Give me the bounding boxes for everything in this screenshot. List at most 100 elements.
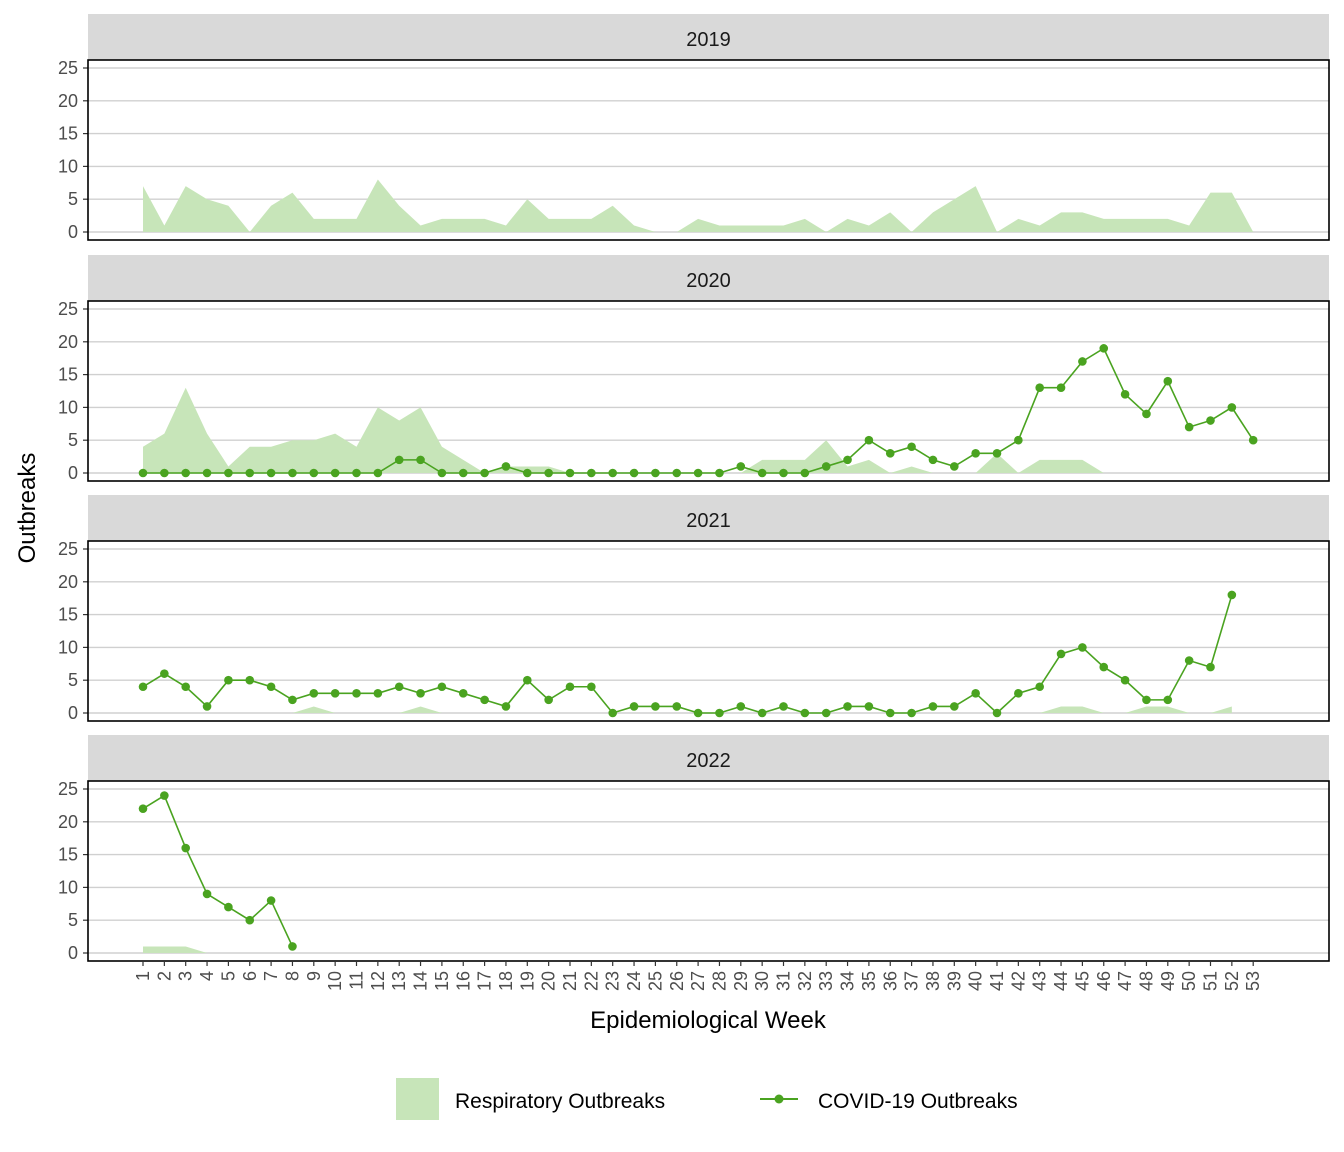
x-tick-label: 31 bbox=[774, 971, 794, 991]
covid-point bbox=[309, 689, 319, 698]
panel-border bbox=[87, 300, 1330, 482]
panel-title: 2022 bbox=[686, 750, 731, 772]
covid-point bbox=[480, 468, 489, 478]
x-tick-label: 12 bbox=[368, 971, 388, 991]
covid-point bbox=[992, 449, 1002, 458]
y-tick-label: 20 bbox=[58, 572, 78, 592]
covid-point bbox=[1120, 675, 1130, 685]
panel-border bbox=[87, 59, 1330, 241]
covid-point bbox=[1184, 656, 1194, 665]
strip-background bbox=[88, 735, 1329, 781]
covid-point bbox=[416, 689, 425, 698]
covid-point bbox=[1078, 357, 1087, 366]
covid-point bbox=[309, 468, 319, 478]
covid-point bbox=[629, 468, 639, 478]
x-tick-label: 35 bbox=[859, 971, 879, 991]
covid-point bbox=[181, 843, 190, 853]
y-tick-label: 15 bbox=[58, 365, 78, 385]
y-tick-label: 5 bbox=[68, 670, 78, 690]
y-tick-label: 25 bbox=[58, 779, 78, 799]
x-tick-label: 2 bbox=[154, 971, 174, 981]
covid-point bbox=[864, 702, 874, 711]
covid-point bbox=[779, 468, 788, 478]
covid-point bbox=[138, 804, 148, 813]
covid-point bbox=[843, 455, 852, 465]
covid-point bbox=[1035, 383, 1044, 393]
x-tick-label: 17 bbox=[475, 971, 495, 991]
y-tick-label: 10 bbox=[58, 637, 78, 657]
covid-point bbox=[651, 702, 660, 711]
x-axis: 1 2 3 4 5 6 7 8 9 10 11 12 13 14 15 16 17 18 19 20 21 22 23 24 2… bbox=[133, 961, 1263, 991]
covid-point bbox=[971, 689, 980, 698]
x-tick-label: 4 bbox=[197, 971, 217, 981]
x-tick-label: 37 bbox=[902, 971, 922, 991]
covid-point bbox=[885, 449, 895, 458]
covid-point bbox=[779, 702, 788, 711]
covid-point bbox=[266, 896, 276, 905]
covid-point bbox=[1184, 422, 1194, 432]
covid-point bbox=[458, 468, 468, 478]
x-tick-label: 1 bbox=[133, 971, 153, 981]
x-tick-label: 24 bbox=[624, 971, 644, 991]
x-tick-label: 46 bbox=[1094, 971, 1114, 991]
x-tick-label: 45 bbox=[1072, 971, 1092, 991]
covid-point bbox=[160, 468, 169, 478]
respiratory-area bbox=[143, 946, 293, 953]
x-tick-label: 18 bbox=[496, 971, 516, 991]
covid-point bbox=[288, 942, 297, 951]
covid-point bbox=[181, 682, 190, 692]
covid-point bbox=[224, 468, 233, 478]
y-tick-label: 25 bbox=[58, 539, 78, 559]
x-tick-label: 51 bbox=[1201, 971, 1221, 991]
panel-2020: 2020 0 5 10 15 20 25 bbox=[58, 255, 1330, 483]
y-tick-label: 15 bbox=[58, 845, 78, 865]
covid-point bbox=[992, 708, 1002, 718]
y-tick-label: 5 bbox=[68, 430, 78, 450]
y-tick-label: 15 bbox=[58, 605, 78, 625]
covid-point bbox=[394, 682, 404, 692]
covid-point bbox=[907, 708, 916, 718]
x-tick-label: 23 bbox=[603, 971, 623, 991]
covid-point bbox=[501, 702, 511, 711]
covid-point bbox=[565, 682, 575, 692]
covid-point bbox=[821, 708, 831, 718]
covid-point bbox=[202, 702, 212, 711]
y-tick-label: 0 bbox=[68, 222, 78, 242]
panel-2019: 2019 0 5 10 15 20 25 bbox=[58, 14, 1330, 242]
y-tick-label: 0 bbox=[68, 703, 78, 723]
covid-line bbox=[142, 594, 1233, 715]
x-tick-label: 6 bbox=[240, 971, 260, 981]
respiratory-area bbox=[143, 706, 1232, 713]
covid-point bbox=[608, 708, 617, 718]
covid-point bbox=[224, 902, 233, 912]
covid-point bbox=[523, 675, 532, 685]
panel-title: 2019 bbox=[686, 29, 731, 51]
covid-point bbox=[1206, 662, 1215, 672]
covid-point bbox=[373, 468, 383, 478]
x-tick-label: 38 bbox=[923, 971, 943, 991]
x-axis-title: Epidemiological Week bbox=[590, 1007, 827, 1034]
covid-point bbox=[330, 468, 340, 478]
covid-point bbox=[757, 708, 767, 718]
covid-point bbox=[288, 468, 297, 478]
covid-point bbox=[864, 435, 874, 445]
covid-point bbox=[885, 708, 895, 718]
covid-point bbox=[907, 442, 916, 452]
x-tick-label: 33 bbox=[816, 971, 836, 991]
y-tick-label: 20 bbox=[58, 332, 78, 352]
x-tick-label: 20 bbox=[539, 971, 559, 991]
panels: 2019051015202520200510152025202105101520… bbox=[58, 14, 1330, 963]
covid-point bbox=[202, 889, 212, 899]
covid-point bbox=[821, 462, 831, 471]
covid-point bbox=[1014, 435, 1023, 445]
covid-point bbox=[544, 695, 553, 705]
covid-point bbox=[1099, 662, 1109, 672]
y-axis-title: Outbreaks bbox=[14, 453, 41, 564]
panel-2022: 2022 0 5 10 15 20 25 bbox=[58, 735, 1330, 963]
covid-point bbox=[587, 468, 596, 478]
y-tick-label: 0 bbox=[68, 463, 78, 483]
covid-point bbox=[437, 682, 447, 692]
y-tick-label: 20 bbox=[58, 91, 78, 111]
legend-label-covid: COVID-19 Outbreaks bbox=[818, 1090, 1018, 1113]
